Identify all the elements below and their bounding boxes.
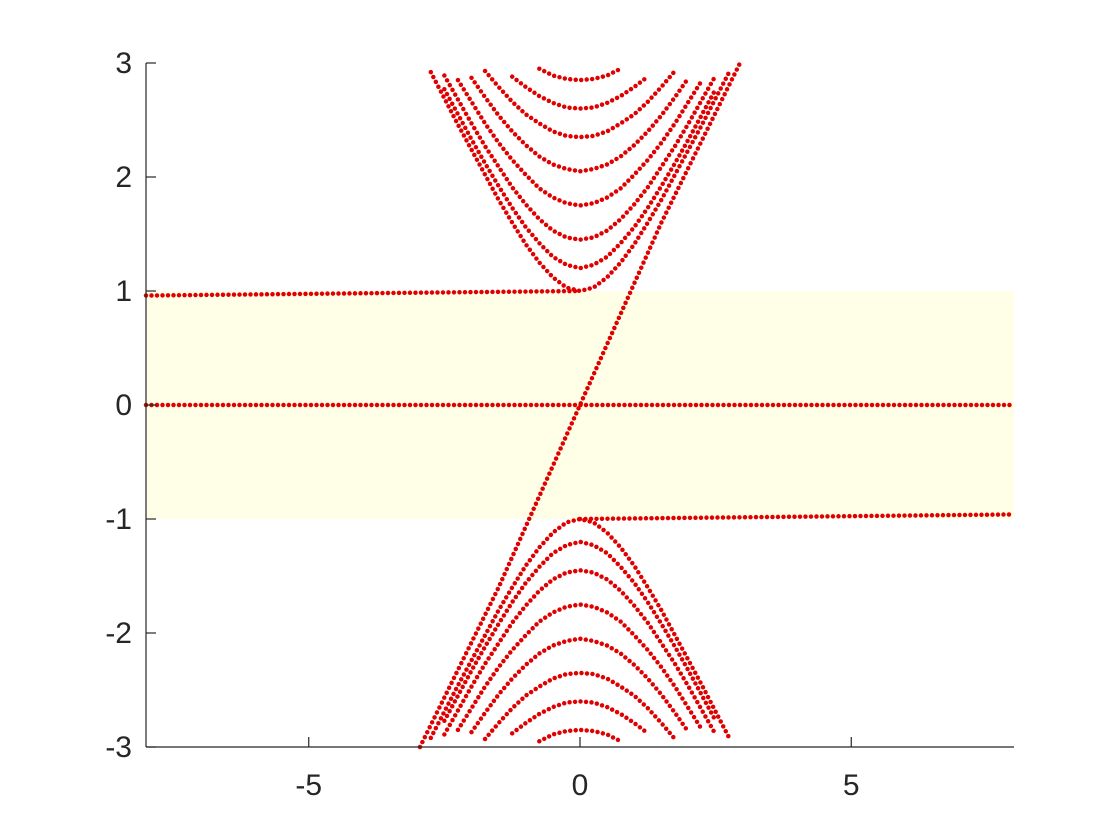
y-tick-label: 0	[115, 389, 132, 422]
x-tick-label: -5	[295, 769, 322, 802]
axes-layer: -3 -2 -1 0 1 2 3 -5 0 5	[105, 47, 1014, 802]
y-tick-label: 2	[115, 161, 132, 194]
band-line	[428, 516, 732, 741]
band-line	[442, 568, 718, 737]
x-tick-label: 5	[843, 769, 860, 802]
band-line	[442, 539, 718, 724]
band-line	[455, 77, 705, 208]
band-line	[442, 86, 718, 271]
band-line	[482, 670, 678, 742]
y-tick-label: -1	[105, 503, 132, 536]
y-tick-label: -3	[105, 731, 132, 764]
band-line	[469, 75, 691, 174]
y-tick-label: -2	[105, 617, 132, 650]
band-line	[417, 60, 743, 750]
band-line	[577, 512, 1017, 522]
marks-layer	[143, 60, 1017, 750]
band-line	[509, 699, 651, 736]
band-line	[509, 74, 651, 111]
band-line	[537, 66, 623, 83]
band-line	[469, 636, 691, 735]
band-line	[455, 602, 705, 733]
band-line	[428, 69, 732, 294]
band-line	[537, 727, 623, 744]
x-tick-label: 0	[572, 769, 589, 802]
band-line	[143, 288, 583, 298]
y-tick-label: 3	[115, 47, 132, 80]
band-line	[442, 73, 718, 242]
y-tick-label: 1	[115, 275, 132, 308]
band-line	[482, 68, 678, 140]
